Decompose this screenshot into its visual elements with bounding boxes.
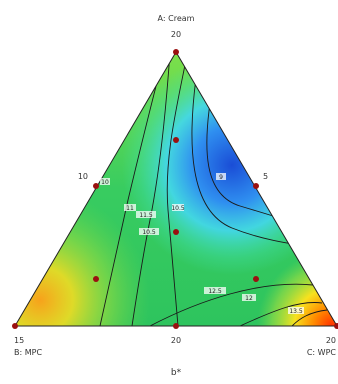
design-point — [253, 276, 259, 282]
contour-label: 9 — [216, 173, 226, 181]
vertex-value-c: 20 — [326, 336, 336, 345]
contour-label: 12 — [242, 294, 256, 302]
vertex-label-b: B: MPC — [14, 348, 42, 357]
svg-text:10.5: 10.5 — [142, 229, 156, 236]
design-point — [173, 137, 179, 143]
vertex-label-a: A: Cream — [158, 14, 195, 23]
contour-label: 13.5 — [288, 307, 304, 315]
svg-text:11: 11 — [126, 205, 134, 212]
design-point — [173, 229, 179, 235]
design-point — [173, 49, 179, 55]
chart-caption: b* — [171, 368, 182, 378]
svg-text:12: 12 — [245, 295, 253, 302]
design-point — [334, 323, 338, 329]
design-point — [93, 276, 99, 282]
design-point — [12, 323, 18, 329]
svg-text:12.5: 12.5 — [208, 288, 222, 295]
tick-label-right: 5 — [263, 172, 268, 181]
tick-label-left: 10 — [78, 172, 88, 181]
svg-text:11.5: 11.5 — [139, 212, 153, 219]
tick-label-bottom: 20 — [171, 336, 181, 345]
design-points — [12, 49, 338, 329]
design-point — [173, 323, 179, 329]
svg-text:10.5: 10.5 — [171, 205, 185, 212]
contour-label: 11 — [124, 204, 136, 212]
contour-label: 12.5 — [204, 287, 226, 295]
svg-text:9: 9 — [219, 174, 223, 181]
design-point — [93, 183, 99, 189]
contour-label: 10.5 — [171, 204, 185, 212]
contour-label: 10 — [100, 178, 110, 186]
contour-label: 11.5 — [136, 211, 156, 219]
vertex-value-b: 15 — [14, 336, 24, 345]
svg-text:13.5: 13.5 — [289, 308, 303, 315]
contour-fill — [15, 52, 337, 326]
svg-text:10: 10 — [101, 179, 109, 186]
design-point — [253, 183, 259, 189]
vertex-value-a: 20 — [171, 30, 181, 39]
contour-labels: 10 11 11.5 10.5 10.5 9 12.5 12 13.5 — [100, 173, 304, 315]
vertex-label-c: C: WPC — [307, 348, 337, 357]
contour-label: 10.5 — [139, 228, 159, 236]
